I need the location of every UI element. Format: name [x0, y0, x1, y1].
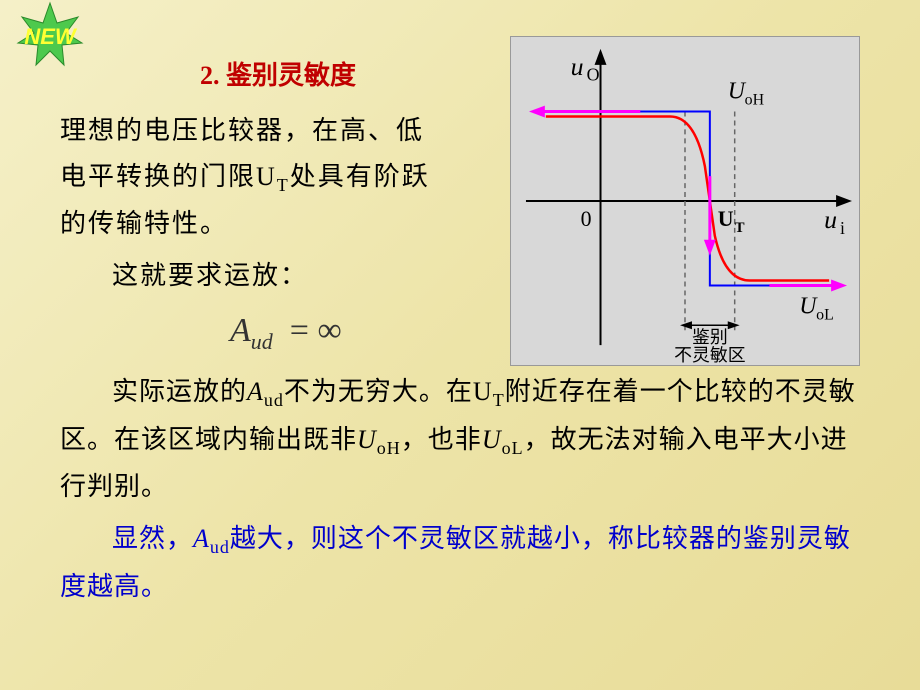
paragraph-3: 实际运放的Aud不为无穷大。在UT附近存在着一个比较的不灵敏区。在该区域内输出既… — [60, 369, 860, 510]
zone-label-2: 不灵敏区 — [674, 345, 746, 365]
svg-text:oH: oH — [745, 92, 765, 109]
transfer-characteristic-figure: u O u i 0 U oH U oL U T 鉴别 不灵敏区 — [510, 36, 860, 366]
svg-text:U: U — [718, 207, 734, 231]
svg-text:i: i — [840, 218, 845, 238]
svg-text:u: u — [824, 205, 837, 234]
new-badge: NEW — [0, 0, 110, 70]
svg-text:oL: oL — [816, 306, 834, 323]
paragraph-1: 理想的电压比较器，在高、低电平转换的门限UT处具有阶跃的传输特性。 — [60, 108, 430, 247]
svg-text:T: T — [735, 220, 745, 236]
svg-text:0: 0 — [581, 207, 592, 231]
paragraph-4: 显然，Aud越大，则这个不灵敏区就越小，称比较器的鉴别灵敏度越高。 — [60, 516, 860, 609]
svg-text:u: u — [571, 52, 584, 81]
badge-text: NEW — [24, 24, 78, 49]
svg-text:O: O — [587, 65, 600, 85]
